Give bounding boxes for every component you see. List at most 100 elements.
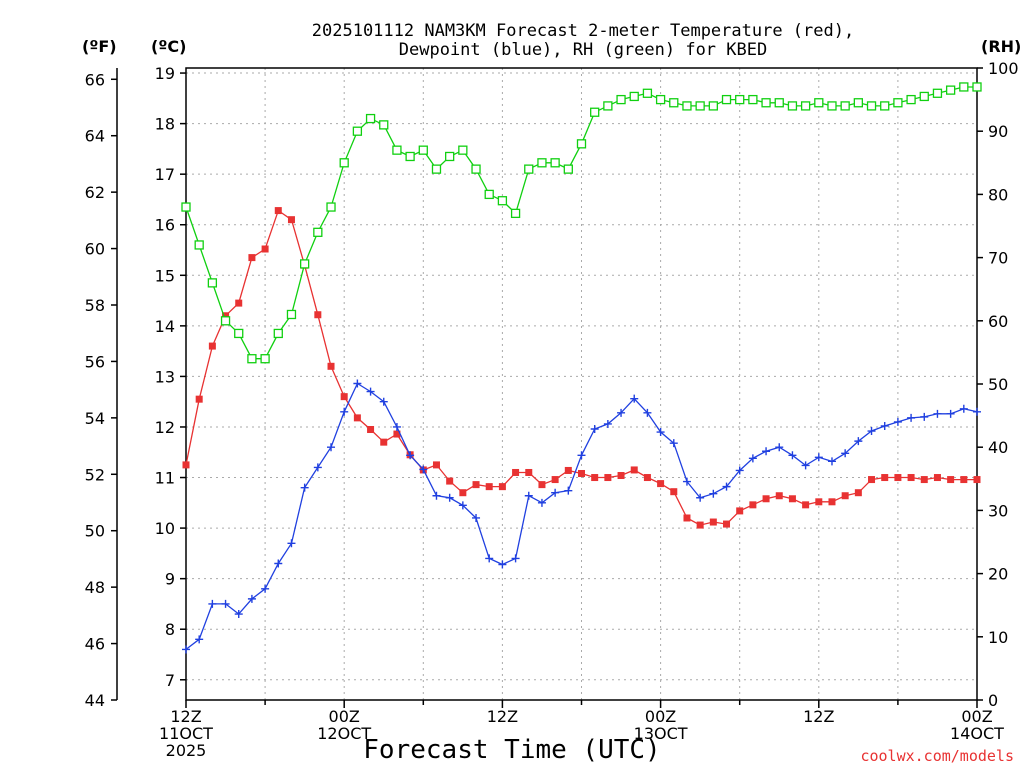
time-tick-label: 2025 [166,741,207,760]
dewpoint-point [854,437,863,446]
temperature-point [920,476,928,484]
dewpoint-point [907,413,916,422]
time-tick-label: 11OCT [159,724,213,743]
dewpoint-point [880,421,889,430]
temperature-point [459,489,467,497]
rh-point [207,278,218,288]
rh-point [721,94,732,105]
dewpoint-point [511,554,520,563]
rh-point [352,126,363,136]
dewpoint-point [827,457,836,466]
dewpoint-point [973,407,981,416]
temperature-point [235,299,243,307]
rh-point [431,164,442,174]
dewpoint-point [669,439,678,448]
dewpoint-point [524,491,533,500]
rh-point [682,101,692,111]
rh-point [286,309,297,320]
dewpoint-point [722,482,731,491]
dewpoint-point [208,599,217,608]
rh-point [326,202,336,212]
dewpoint-point [814,453,823,462]
rh-point [735,94,745,105]
grid-lines [186,68,977,700]
dewpoint-point [617,408,626,417]
rh-point [273,328,283,339]
temperature-point [854,489,862,497]
rh-point [392,145,402,155]
time-tick-label: 12Z [803,707,834,726]
temperature-point [802,501,810,509]
time-tick-label: 14OCT [950,724,1004,743]
temperature-point [683,514,691,522]
rh-point [497,196,508,206]
temperature-point [353,414,361,422]
dewpoint-point [775,443,784,452]
rh-point [814,98,824,108]
rh-tick-label: 90 [988,122,1008,141]
temperature-point [907,474,915,482]
fahrenheit-tick-label: 66 [85,70,105,89]
rh-point [866,101,877,111]
dewpoint-point [537,498,546,507]
rh-point [220,316,231,326]
time-tick-label: 12OCT [317,724,371,743]
temperature-point [564,466,572,474]
rh-point [260,354,270,364]
rh-point [510,208,521,219]
rh-point [550,158,560,168]
celsius-tick-label: 12 [155,418,175,437]
temperature-point [749,501,757,509]
celsius-tick-label: 9 [165,570,175,589]
fahrenheit-tick-label: 48 [85,578,105,597]
temperature-point [314,311,322,319]
rh-point [695,101,705,111]
fahrenheit-tick-label: 62 [85,183,105,202]
rh-point [880,101,890,111]
dewpoint-point [445,493,454,502]
celsius-tick-label: 13 [155,367,175,386]
rh-point [840,101,850,111]
plot-frame [185,67,978,701]
temperature-point [551,476,559,484]
temperature-point [578,469,585,477]
temperature-point [525,468,533,476]
temperature-point [709,518,717,526]
celsius-tick-label: 18 [155,115,175,134]
dewpoint-point [300,483,309,492]
temperature-point [736,507,744,515]
rh-point [471,164,481,174]
rh-point [603,101,613,111]
temperature-point [670,488,678,496]
temperature-point [723,520,731,528]
rh-point [774,98,784,108]
dewpoint-point [274,559,283,568]
rh-point [669,98,679,108]
fahrenheit-tick-label: 44 [85,691,105,710]
temperature-point [446,477,454,485]
time-tick-label: 12Z [170,707,201,726]
temperature-point [960,476,968,484]
rh-tick-label: 60 [988,312,1008,331]
time-tick-label: 00Z [329,707,360,726]
temperature-point [327,362,335,370]
rh-point [379,120,389,130]
dewpoint-point [709,489,718,498]
temperature-point [208,342,216,350]
dewpoint-point [630,394,639,403]
temperature-point [657,480,665,488]
rh-point [537,158,547,168]
dewpoint-point [841,449,850,458]
fahrenheit-tick-label: 64 [85,127,105,146]
rh-point [787,101,798,111]
rh-point [339,158,349,168]
dewpoint-point [682,477,691,486]
temperature-point [195,395,203,403]
dewpoint-point [261,584,270,593]
dewpoint-point [406,451,415,460]
dewpoint-point [959,404,968,413]
temperature-point [248,254,256,262]
temperature-point [788,495,796,503]
